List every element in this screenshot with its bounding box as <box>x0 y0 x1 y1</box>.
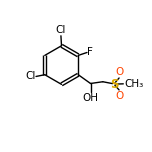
Text: F: F <box>88 47 93 57</box>
Text: O: O <box>116 91 124 101</box>
Text: CH₃: CH₃ <box>124 79 143 89</box>
Text: Cl: Cl <box>25 71 36 81</box>
Text: O: O <box>116 67 124 77</box>
Text: OH: OH <box>83 93 98 102</box>
Text: Cl: Cl <box>56 25 66 35</box>
Text: S: S <box>110 78 118 91</box>
